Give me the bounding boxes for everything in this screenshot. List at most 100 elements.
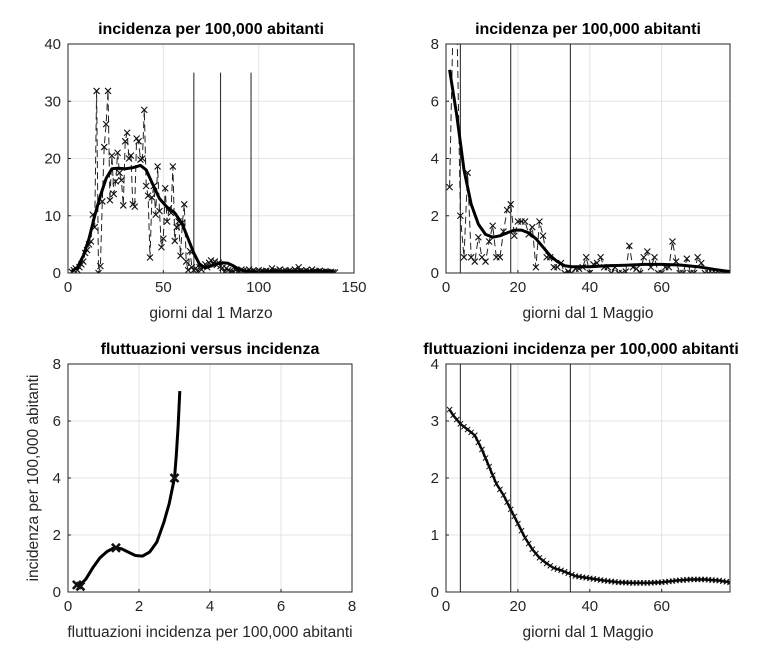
data-point-marker bbox=[446, 406, 453, 413]
x-tick-label: 40 bbox=[581, 598, 598, 615]
chart-title: incidenza per 100,000 abitanti bbox=[475, 21, 701, 38]
y-tick-label: 2 bbox=[431, 470, 439, 487]
y-tick-label: 0 bbox=[53, 265, 61, 282]
data-point-marker bbox=[532, 263, 540, 271]
x-tick-label: 0 bbox=[64, 598, 72, 615]
data-point-marker bbox=[154, 163, 162, 170]
data-point-marker bbox=[468, 429, 475, 436]
data-point-marker bbox=[514, 520, 521, 527]
data-point-marker bbox=[158, 243, 165, 251]
x-axis-label: giorni dal 1 Maggio bbox=[523, 624, 654, 641]
data-point-marker bbox=[669, 238, 676, 245]
data-point-marker bbox=[478, 446, 485, 453]
data-point-marker bbox=[518, 527, 525, 534]
data-point-marker bbox=[561, 568, 568, 575]
data-point-marker bbox=[522, 534, 529, 541]
y-tick-label: 4 bbox=[431, 356, 439, 373]
x-tick-label: 100 bbox=[246, 279, 271, 296]
data-point-marker bbox=[156, 207, 163, 215]
y-tick-label: 1 bbox=[431, 527, 439, 544]
chart-title: fluttuazioni versus incidenza bbox=[101, 341, 320, 358]
data-point-marker bbox=[446, 183, 453, 191]
data-point-marker bbox=[727, 579, 730, 586]
data-point-marker bbox=[97, 262, 104, 270]
data-point-marker bbox=[161, 184, 169, 192]
data-point-marker bbox=[561, 269, 569, 273]
data-point-marker bbox=[116, 169, 123, 177]
y-tick-label: 4 bbox=[431, 151, 439, 168]
data-point-marker bbox=[140, 106, 148, 114]
data-point-marker bbox=[180, 200, 188, 208]
data-point-marker bbox=[528, 223, 536, 231]
chart-title: incidenza per 100,000 abitanti bbox=[98, 21, 324, 38]
data-point-marker bbox=[564, 268, 572, 273]
y-tick-label: 40 bbox=[44, 36, 61, 53]
data-point-marker bbox=[489, 472, 496, 479]
y-tick-label: 0 bbox=[431, 265, 439, 282]
data-point-marker bbox=[658, 269, 666, 273]
data-point-marker bbox=[117, 176, 125, 184]
data-point-marker bbox=[565, 570, 572, 577]
x-axis-label: giorni dal 1 Marzo bbox=[149, 305, 272, 322]
plot-area bbox=[71, 391, 182, 592]
data-point-marker bbox=[471, 432, 478, 439]
data-point-marker bbox=[169, 473, 180, 483]
data-point-marker bbox=[504, 499, 511, 506]
x-tick-label: 0 bbox=[64, 279, 72, 296]
data-point-marker bbox=[558, 567, 564, 574]
y-tick-label: 0 bbox=[53, 584, 61, 601]
data-point-marker bbox=[228, 268, 236, 273]
data-point-marker bbox=[106, 196, 114, 204]
data-point-marker bbox=[169, 163, 177, 170]
data-point-marker bbox=[622, 268, 630, 273]
data-point-marker bbox=[456, 212, 464, 220]
y-tick-label: 8 bbox=[431, 36, 439, 53]
data-point-marker bbox=[536, 218, 543, 225]
data-point-marker bbox=[131, 203, 139, 210]
data-point-marker bbox=[471, 258, 479, 265]
data-point-marker bbox=[503, 206, 511, 214]
data-point-marker bbox=[679, 269, 687, 273]
data-point-marker bbox=[683, 255, 691, 263]
x-axis-label: giorni dal 1 Maggio bbox=[523, 305, 654, 322]
chart-title: fluttuazioni incidenza per 100,000 abita… bbox=[423, 341, 739, 358]
data-point-marker bbox=[104, 87, 112, 95]
data-point-marker bbox=[475, 439, 482, 446]
data-point-marker bbox=[159, 235, 167, 243]
plot-area bbox=[68, 72, 339, 273]
x-tick-label: 4 bbox=[206, 598, 214, 615]
data-point-marker bbox=[123, 129, 131, 137]
y-tick-label: 8 bbox=[53, 356, 61, 373]
y-tick-label: 0 bbox=[431, 584, 439, 601]
data-point-marker bbox=[110, 190, 118, 198]
data-point-marker bbox=[496, 253, 504, 261]
data-point-marker bbox=[697, 259, 705, 267]
data-point-marker bbox=[114, 149, 121, 157]
y-tick-label: 6 bbox=[53, 413, 61, 430]
series-smoothed-line bbox=[448, 69, 730, 273]
plot-area bbox=[446, 364, 730, 592]
data-point-marker bbox=[694, 253, 702, 261]
data-point-marker bbox=[568, 571, 575, 578]
data-point-marker bbox=[582, 253, 590, 261]
data-point-marker bbox=[636, 269, 644, 273]
data-point-marker bbox=[173, 223, 181, 231]
data-point-marker bbox=[640, 253, 648, 261]
x-tick-label: 50 bbox=[155, 279, 172, 296]
data-point-marker bbox=[100, 143, 108, 151]
series-smoothed-line bbox=[70, 163, 335, 273]
data-point-marker bbox=[496, 486, 503, 493]
data-point-marker bbox=[171, 237, 179, 245]
data-point-marker bbox=[482, 455, 489, 462]
data-point-marker bbox=[111, 542, 121, 553]
data-point-marker bbox=[540, 557, 547, 564]
data-point-marker bbox=[121, 137, 129, 145]
data-point-marker bbox=[539, 232, 547, 240]
data-point-marker bbox=[607, 269, 615, 273]
data-point-marker bbox=[586, 269, 594, 273]
x-tick-label: 60 bbox=[653, 279, 670, 296]
data-point-marker bbox=[618, 269, 626, 273]
data-point-marker bbox=[536, 554, 543, 561]
